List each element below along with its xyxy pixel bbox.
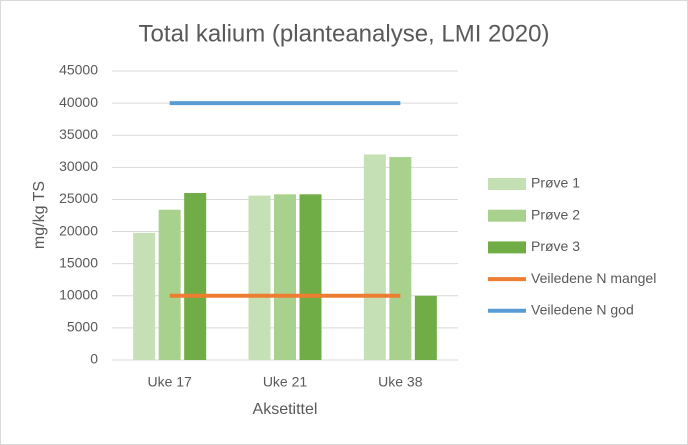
bar bbox=[248, 195, 271, 360]
legend-swatch bbox=[488, 241, 526, 254]
y-tick-label: 10000 bbox=[59, 286, 98, 302]
legend-label: Prøve 1 bbox=[531, 175, 580, 191]
chart-title: Total kalium (planteanalyse, LMI 2020) bbox=[139, 20, 550, 47]
y-tick-label: 20000 bbox=[59, 222, 98, 238]
bar bbox=[363, 154, 386, 360]
y-tick-label: 45000 bbox=[59, 62, 98, 78]
legend-swatch bbox=[488, 178, 526, 190]
x-tick-label: Uke 21 bbox=[263, 374, 308, 390]
legend-label: Prøve 2 bbox=[531, 206, 580, 222]
y-tick-label: 5000 bbox=[67, 319, 98, 335]
bar bbox=[184, 193, 207, 360]
legend-label: Veiledene N god bbox=[531, 302, 634, 318]
y-tick-label: 30000 bbox=[59, 158, 98, 174]
legend-label: Veiledene N mangel bbox=[531, 270, 656, 286]
y-tick-label: 35000 bbox=[59, 126, 98, 142]
bar bbox=[158, 209, 181, 360]
legend-swatch bbox=[488, 209, 526, 222]
y-tick-label: 0 bbox=[90, 351, 98, 367]
bar bbox=[133, 232, 156, 360]
bar bbox=[414, 295, 437, 360]
y-tick-label: 15000 bbox=[59, 254, 98, 270]
legend-label: Prøve 3 bbox=[531, 238, 580, 254]
bar bbox=[299, 194, 322, 360]
x-tick-label: Uke 38 bbox=[378, 374, 423, 390]
x-tick-label: Uke 17 bbox=[147, 374, 192, 390]
bar bbox=[274, 194, 296, 360]
x-axis-title: Aksetittel bbox=[253, 401, 318, 418]
y-tick-label: 25000 bbox=[59, 190, 98, 206]
y-axis-title: mg/kg TS bbox=[31, 181, 48, 249]
y-tick-label: 40000 bbox=[59, 94, 98, 110]
bar bbox=[389, 157, 412, 360]
